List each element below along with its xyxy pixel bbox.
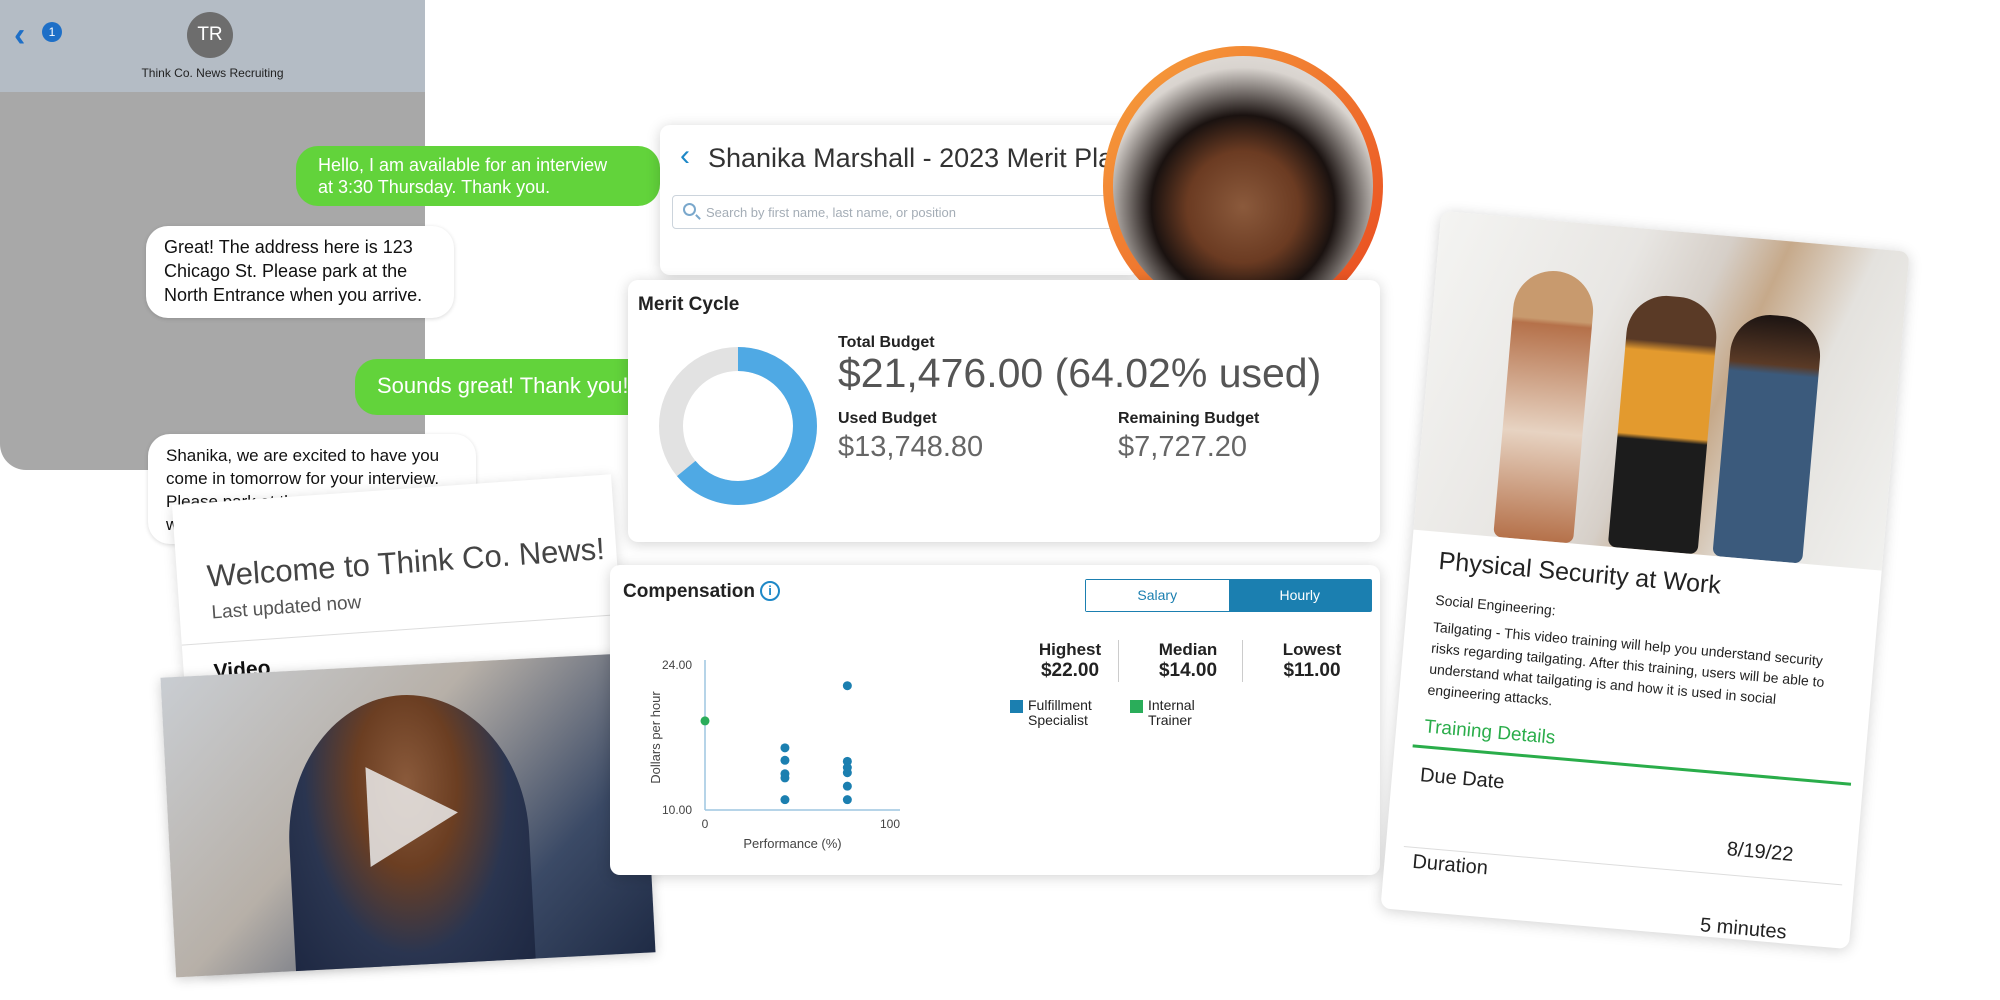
- used-budget-label: Used Budget: [838, 410, 937, 427]
- stat-label: Lowest: [1282, 640, 1342, 659]
- message-text: Great! The address here is 123 Chicago S…: [164, 237, 423, 305]
- legend-label-trainer: Internal Trainer: [1148, 697, 1195, 728]
- stat-value: $11.00: [1283, 660, 1341, 681]
- welcome-subtitle: Last updated now: [210, 592, 363, 624]
- search-icon: [683, 203, 696, 216]
- compensation-card: Compensation i Salary Hourly Highest $22…: [610, 565, 1380, 875]
- photo-person: [1607, 292, 1720, 555]
- data-point: [842, 781, 852, 791]
- y-axis-title: Dollars per hour: [648, 691, 663, 784]
- back-chevron-icon[interactable]: ‹: [14, 16, 26, 54]
- photo-person: [1493, 267, 1597, 544]
- due-date-value: 8/19/22: [1725, 838, 1795, 866]
- stat-divider: [1242, 640, 1243, 682]
- due-date-label: Due Date: [1419, 764, 1506, 794]
- toggle-salary[interactable]: Salary: [1086, 580, 1229, 611]
- message-bubble-sent: Hello, I am available for an interview a…: [296, 146, 660, 206]
- training-description: Tailgating - This video training will he…: [1426, 618, 1826, 709]
- legend-swatch-fulfillment: [1010, 700, 1023, 713]
- info-icon[interactable]: i: [760, 581, 780, 601]
- duration-value: 5 minutes: [1699, 914, 1788, 944]
- photo-person: [1712, 311, 1824, 564]
- unread-badge: 1: [42, 22, 62, 42]
- legend-swatch-trainer: [1130, 700, 1143, 713]
- total-budget-label: Total Budget: [838, 334, 935, 351]
- play-icon[interactable]: [365, 762, 461, 868]
- merit-cycle-card: Merit Cycle Total Budget $21,476.00 (64.…: [628, 280, 1380, 542]
- stat-label: Median: [1158, 640, 1218, 659]
- contact-avatar[interactable]: TR: [187, 12, 233, 58]
- merit-cycle-title: Merit Cycle: [638, 294, 740, 315]
- video-player[interactable]: [160, 652, 656, 978]
- toggle-hourly[interactable]: Hourly: [1228, 580, 1371, 611]
- stat-label: Highest: [1038, 640, 1102, 659]
- portrait-photo: [1113, 56, 1373, 316]
- data-point: [842, 756, 852, 766]
- remaining-budget-value: $7,727.20: [1118, 431, 1248, 463]
- messaging-header: ‹ 1 TR Think Co. News Recruiting: [0, 0, 425, 92]
- x-tick-label: 100: [880, 817, 900, 831]
- training-title: Physical Security at Work: [1437, 547, 1722, 600]
- compensation-scatter-chart: 24.00 10.00 0 100 Performance (%) Dollars per…: [648, 658, 900, 851]
- stat-value: $22.00: [1040, 660, 1100, 681]
- stat-highest: Highest $22.00: [1010, 640, 1130, 682]
- duration-label: Duration: [1411, 850, 1489, 880]
- back-arrow-icon[interactable]: ‹: [680, 139, 690, 172]
- data-point: [780, 743, 790, 753]
- x-tick-label: 0: [702, 817, 709, 831]
- welcome-title: Welcome to Think Co. News!: [205, 530, 606, 594]
- message-text: Sounds great! Thank you!: [377, 373, 629, 398]
- y-tick-label: 24.00: [662, 658, 692, 672]
- x-axis-title: Performance (%): [743, 836, 841, 851]
- legend-label-fulfillment: Fulfillment Specialist: [1028, 697, 1092, 728]
- employee-portrait: [1103, 46, 1383, 326]
- training-category: Social Engineering:: [1434, 591, 1557, 619]
- data-point: [700, 716, 710, 726]
- budget-donut-chart: [659, 347, 817, 505]
- data-point: [780, 795, 790, 805]
- stat-value: $14.00: [1158, 660, 1218, 681]
- data-point: [780, 773, 790, 783]
- used-budget-value: $13,748.80: [838, 431, 984, 463]
- data-point: [842, 768, 852, 778]
- pay-type-toggle: Salary Hourly: [1085, 579, 1372, 612]
- search-placeholder: Search by first name, last name, or posi…: [706, 205, 957, 220]
- stat-divider: [1118, 640, 1119, 682]
- message-bubble-sent: Sounds great! Thank you!: [355, 359, 657, 415]
- merit-plan-header-card: ‹ Shanika Marshall - 2023 Merit Plan Sea…: [660, 125, 1140, 275]
- data-point: [842, 681, 852, 691]
- remaining-budget-label: Remaining Budget: [1118, 410, 1260, 427]
- merit-plan-title: Shanika Marshall - 2023 Merit Plan: [708, 143, 1129, 173]
- compensation-title: Compensation: [623, 581, 755, 602]
- y-tick-label: 10.00: [662, 803, 692, 817]
- message-bubble-received: Great! The address here is 123 Chicago S…: [146, 226, 454, 318]
- contact-name: Think Co. News Recruiting: [141, 66, 284, 80]
- total-budget-value: $21,476.00 (64.02% used): [838, 350, 1322, 396]
- data-point: [842, 795, 852, 805]
- donut-used: [659, 347, 817, 505]
- stat-lowest: Lowest $11.00: [1252, 640, 1372, 682]
- training-thumbnail: [1413, 210, 1910, 571]
- training-details-tab[interactable]: Training Details: [1423, 716, 1557, 749]
- training-card: Physical Security at Work Social Enginee…: [1380, 210, 1910, 950]
- message-text: Hello, I am available for an interview a…: [318, 155, 608, 197]
- stat-median: Median $14.00: [1128, 640, 1248, 682]
- search-input[interactable]: Search by first name, last name, or posi…: [672, 195, 1132, 229]
- data-point: [780, 755, 790, 765]
